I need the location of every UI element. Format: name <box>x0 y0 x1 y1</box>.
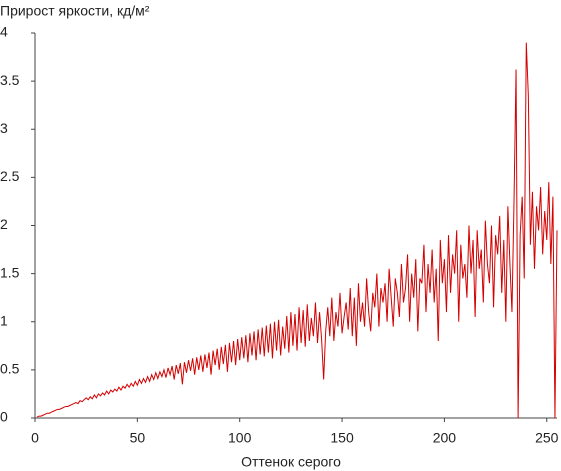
x-tick-label: 100 <box>228 430 252 446</box>
y-tick-label: 1.5 <box>0 264 20 280</box>
data-line <box>36 42 558 419</box>
x-tick-label: 200 <box>433 430 457 446</box>
y-tick-label: 0 <box>0 409 8 425</box>
y-tick-label: 4 <box>0 24 8 40</box>
chart-title: Прирост яркости, кд/м² <box>0 3 150 19</box>
y-tick-label: 0.5 <box>0 361 20 377</box>
y-tick-label: 2 <box>0 216 8 232</box>
y-tick-label: 2.5 <box>0 168 20 184</box>
y-tick-label: 3.5 <box>0 72 20 88</box>
x-tick-label: 150 <box>330 430 354 446</box>
x-tick-label: 250 <box>535 430 559 446</box>
x-tick-label: 0 <box>31 430 39 446</box>
x-axis-label: Оттенок серого <box>241 454 341 470</box>
x-tick-label: 50 <box>130 430 146 446</box>
y-tick-label: 3 <box>0 120 8 136</box>
y-tick-label: 1 <box>0 312 8 328</box>
